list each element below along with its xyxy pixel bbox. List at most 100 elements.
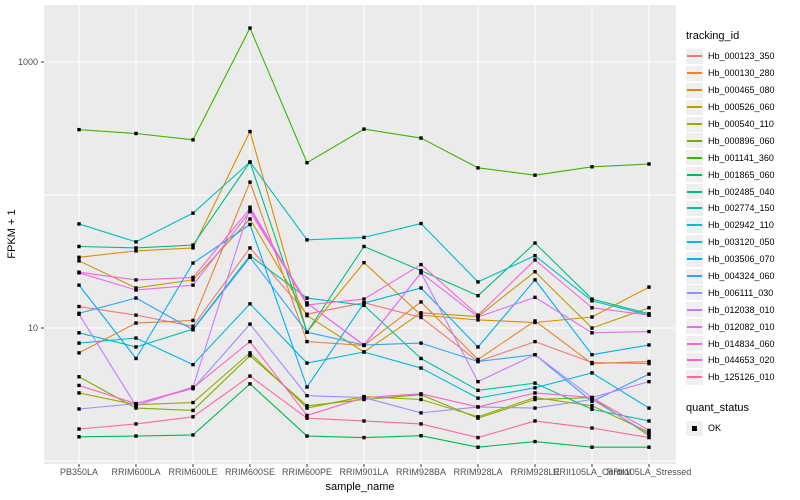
legend-key-line-icon (687, 342, 702, 345)
data-point-marker (362, 244, 366, 249)
data-point-marker (134, 321, 138, 325)
legend-key-line-icon (687, 190, 702, 193)
legend-key-swatch (686, 217, 703, 233)
legend-item: Hb_125126_010 (686, 369, 775, 386)
data-point-marker (191, 138, 195, 142)
legend-item: Hb_000130_280 (686, 65, 775, 82)
legend-item-label: Hb_003506_070 (708, 254, 775, 265)
legend-quant-status-title: quant_status (686, 401, 749, 414)
data-point-marker (305, 339, 309, 344)
data-point-marker (305, 160, 309, 165)
data-point-marker (419, 433, 423, 438)
legend-item: Hb_003120_050 (686, 234, 775, 251)
data-point-marker (248, 322, 252, 326)
data-point-marker (590, 404, 594, 408)
data-point-marker (533, 395, 537, 400)
data-point-marker (590, 361, 594, 366)
data-point-marker (533, 406, 537, 410)
data-point-marker (134, 288, 138, 292)
legend-item-label: Hb_002774_150 (708, 203, 775, 214)
data-point-marker (134, 406, 138, 410)
legend-quant-status: quant_status OK (686, 402, 775, 437)
data-point-marker (191, 400, 195, 405)
data-point-marker (647, 285, 651, 289)
data-point-marker (191, 415, 195, 419)
legend-key-swatch (686, 268, 703, 284)
legend-key-line-icon (687, 241, 702, 244)
data-point-marker (647, 372, 651, 376)
legend-item: Hb_012038_010 (686, 301, 775, 318)
x-tick-label: PB350LA (59, 467, 99, 477)
data-point-marker (248, 26, 252, 30)
data-point-marker (77, 351, 81, 355)
data-point-marker (77, 341, 81, 345)
data-point-marker (134, 434, 138, 438)
legend-key-swatch (686, 251, 703, 267)
data-point-marker (533, 439, 537, 444)
legend-key-line-icon (687, 156, 702, 159)
data-point-marker (77, 222, 81, 226)
data-point-marker (305, 296, 309, 300)
data-point-marker (476, 396, 480, 400)
legend-item: Hb_003506_070 (686, 251, 775, 268)
legend-item-label: Hb_001865_060 (708, 169, 775, 180)
x-tick-label: RRIM928LA (453, 467, 503, 477)
data-point-marker (647, 162, 651, 166)
data-point-marker (533, 352, 537, 357)
data-point-marker (419, 397, 423, 402)
data-point-marker (476, 357, 480, 362)
data-point-marker (248, 246, 252, 250)
data-point-marker (590, 326, 594, 330)
data-point-marker (647, 359, 651, 364)
data-point-marker (533, 270, 537, 274)
data-point-marker (77, 391, 81, 395)
data-point-marker (305, 416, 309, 420)
data-point-marker (248, 209, 252, 214)
data-point-marker (362, 350, 366, 354)
data-point-marker (77, 331, 81, 335)
legend-item: Hb_014834_060 (686, 335, 775, 352)
data-point-marker (419, 268, 423, 273)
data-point-marker (647, 445, 651, 449)
legend: tracking_id Hb_000123_350 Hb_000130_280 Hb… (686, 30, 775, 437)
x-tick-label: RRIM928BA (395, 467, 447, 477)
legend-item-quant: OK (686, 420, 775, 437)
legend-item-label: Hb_000130_280 (708, 68, 775, 79)
legend-key-swatch (686, 352, 703, 368)
x-tick-label: RRIM600LE (168, 467, 218, 477)
data-point-marker (476, 293, 480, 298)
data-point-marker (647, 306, 651, 310)
legend-item-label: Hb_002942_110 (708, 220, 774, 231)
data-point-marker (191, 433, 195, 437)
legend-key-swatch (686, 200, 703, 216)
data-point-marker (248, 129, 252, 134)
data-point-marker (134, 278, 138, 282)
data-point-marker (647, 435, 651, 440)
data-point-marker (305, 385, 309, 389)
data-point-marker (77, 304, 81, 309)
data-point-marker (248, 339, 252, 344)
data-point-marker (191, 324, 195, 328)
data-point-marker (362, 235, 366, 240)
data-point-marker (590, 306, 594, 310)
data-point-marker (533, 419, 537, 423)
y-tick-label: 10 (27, 322, 38, 333)
data-point-marker (476, 416, 480, 420)
data-point-marker (419, 422, 423, 426)
legend-key-line-icon (687, 123, 702, 125)
data-point-marker (191, 243, 195, 247)
data-point-marker (362, 303, 366, 308)
legend-key-line-icon (687, 207, 702, 210)
data-point-marker (191, 328, 195, 332)
data-point-marker (305, 303, 309, 307)
x-tick-label: RRIM901LA (339, 467, 389, 477)
data-point-marker (77, 427, 81, 431)
data-point-marker (590, 407, 594, 411)
data-point-marker (419, 366, 423, 370)
data-point-marker (362, 127, 366, 131)
data-point-marker (590, 397, 594, 402)
legend-key-swatch (686, 48, 703, 64)
legend-key-swatch (686, 319, 703, 335)
data-point-marker (191, 386, 195, 390)
